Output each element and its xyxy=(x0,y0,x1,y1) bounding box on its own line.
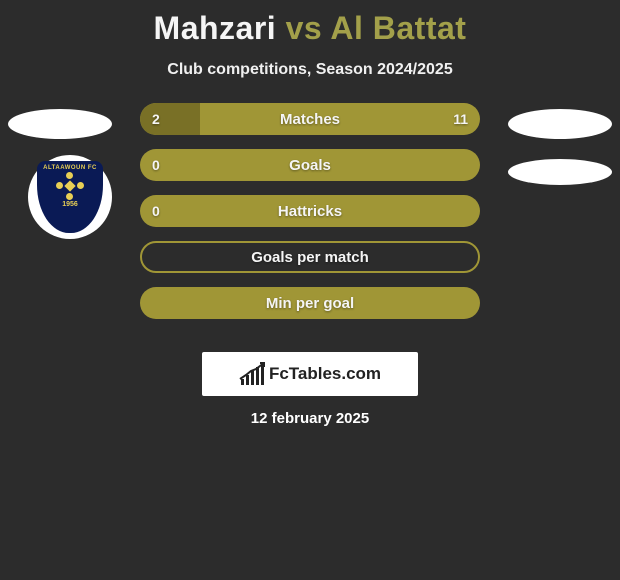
bar-value-left: 0 xyxy=(152,195,160,227)
bar-label: Hattricks xyxy=(140,195,480,227)
bar-label: Goals per match xyxy=(142,243,478,271)
bar-row: Matches2 11 xyxy=(140,103,480,135)
subtitle: Club competitions, Season 2024/2025 xyxy=(0,61,620,79)
bar-value-right: 11 xyxy=(453,103,468,135)
avatar-right-placeholder-1 xyxy=(508,109,612,139)
comparison-content: ALTAAWOUN FC 1956 Matches211Goals0Hattri… xyxy=(0,109,620,369)
club-name: ALTAAWOUN FC xyxy=(43,165,97,171)
page-title: Mahzari vs Al Battat xyxy=(0,0,620,47)
bar-value-left: 0 xyxy=(152,149,160,181)
bar-label: Goals xyxy=(140,149,480,181)
date-label: 12 february 2025 xyxy=(0,410,620,427)
title-vs: vs xyxy=(286,10,323,46)
logo-chart-icon xyxy=(239,363,265,385)
bar-label: Matches xyxy=(140,103,480,135)
club-year: 1956 xyxy=(62,201,78,208)
club-shield: ALTAAWOUN FC 1956 xyxy=(37,161,103,233)
avatar-right-placeholder-2 xyxy=(508,159,612,185)
bar-label: Min per goal xyxy=(140,287,480,319)
logo-box: FcTables.com xyxy=(202,352,418,396)
bar-row: Min per goal xyxy=(140,287,480,319)
bar-row: Goals0 xyxy=(140,149,480,181)
club-badge: ALTAAWOUN FC 1956 xyxy=(28,155,112,239)
bar-row: Goals per match xyxy=(140,241,480,273)
title-player-right: Al Battat xyxy=(330,10,466,46)
logo-text: FcTables.com xyxy=(269,364,381,384)
club-ball-icon xyxy=(58,174,82,198)
title-player-left: Mahzari xyxy=(154,10,277,46)
page-root: Mahzari vs Al Battat Club competitions, … xyxy=(0,0,620,580)
avatar-left-placeholder xyxy=(8,109,112,139)
bar-row: Hattricks0 xyxy=(140,195,480,227)
bar-value-left: 2 xyxy=(152,103,160,135)
comparison-bars: Matches211Goals0Hattricks0Goals per matc… xyxy=(140,103,480,333)
